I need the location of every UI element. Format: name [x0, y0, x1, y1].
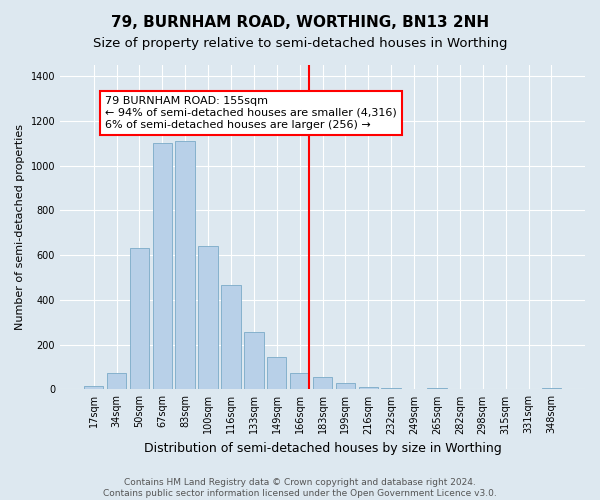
Bar — [107, 372, 126, 390]
Bar — [84, 386, 103, 390]
Bar — [221, 286, 241, 390]
Bar — [244, 332, 263, 390]
Bar — [152, 144, 172, 390]
Bar — [199, 246, 218, 390]
Bar — [335, 384, 355, 390]
Bar — [267, 357, 286, 390]
Bar — [290, 372, 310, 390]
Bar — [130, 248, 149, 390]
Bar — [382, 388, 401, 390]
Y-axis label: Number of semi-detached properties: Number of semi-detached properties — [15, 124, 25, 330]
Bar — [313, 377, 332, 390]
Bar — [175, 141, 195, 390]
Bar — [542, 388, 561, 390]
Bar — [359, 386, 378, 390]
Text: 79 BURNHAM ROAD: 155sqm
← 94% of semi-detached houses are smaller (4,316)
6% of : 79 BURNHAM ROAD: 155sqm ← 94% of semi-de… — [105, 96, 397, 130]
X-axis label: Distribution of semi-detached houses by size in Worthing: Distribution of semi-detached houses by … — [143, 442, 502, 455]
Text: Size of property relative to semi-detached houses in Worthing: Size of property relative to semi-detach… — [93, 38, 507, 51]
Bar — [427, 388, 446, 390]
Text: 79, BURNHAM ROAD, WORTHING, BN13 2NH: 79, BURNHAM ROAD, WORTHING, BN13 2NH — [111, 15, 489, 30]
Text: Contains HM Land Registry data © Crown copyright and database right 2024.
Contai: Contains HM Land Registry data © Crown c… — [103, 478, 497, 498]
